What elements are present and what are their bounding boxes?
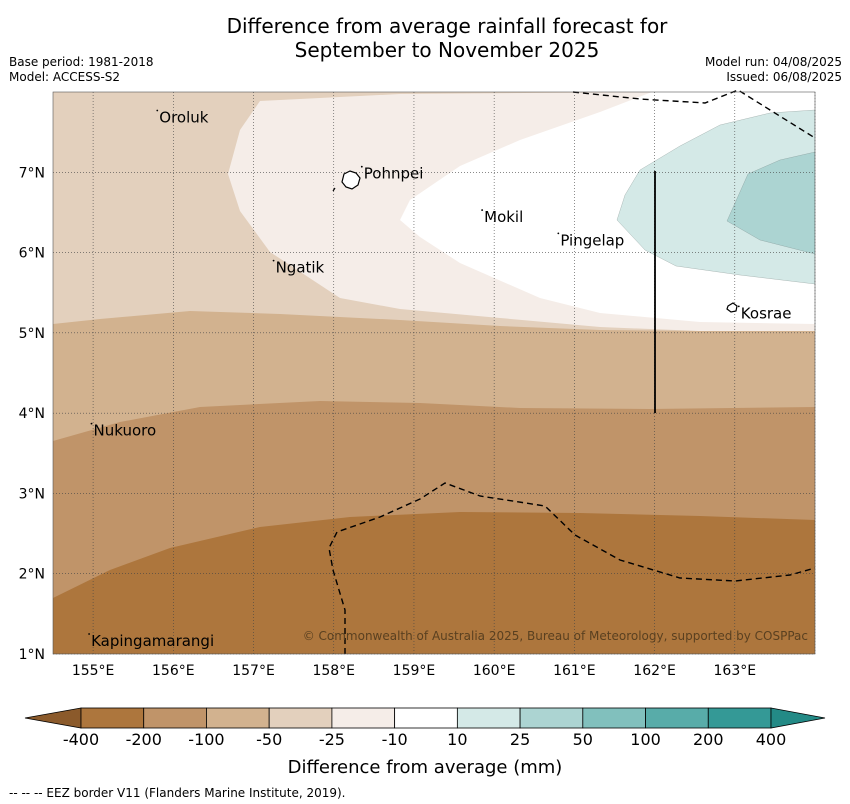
place-marker <box>481 209 484 211</box>
colorbar-cells <box>24 707 826 729</box>
colorbar-cell <box>206 707 270 729</box>
colorbar-cell <box>268 707 333 729</box>
run-issue-info: Model run: 04/08/2025 Issued: 06/08/2025 <box>705 55 842 85</box>
map-frame <box>52 91 816 655</box>
place-marker <box>272 259 275 262</box>
place-label: Kapingamarangi <box>91 632 214 650</box>
rainfall-anomaly-fill <box>53 92 815 654</box>
colorbar-cell <box>456 707 521 729</box>
model-run-text: Model run: 04/08/2025 <box>704 55 842 69</box>
issued-text: Issued: 06/08/2025 <box>726 70 842 84</box>
colorbar-tick-label: -10 <box>382 730 408 749</box>
latitude-tick-label: 3°N <box>19 486 45 502</box>
latitude-ticks: 1°N 2°N 3°N 4°N 5°N 6°N 7°N <box>19 165 45 663</box>
colorbar-title: Difference from average (mm) <box>288 757 563 778</box>
colorbar-tick-label: 10 <box>447 730 467 749</box>
place-label: Oroluk <box>159 109 208 127</box>
colorbar-cell <box>582 707 646 729</box>
latitude-tick-label: 7°N <box>19 165 45 181</box>
band-plus-25 <box>726 151 815 255</box>
place-label: Kosrae <box>741 304 792 322</box>
longitude-tick-label: 158°E <box>312 663 355 679</box>
latitude-tick-label: 6°N <box>19 246 45 262</box>
colorbar-tick-label: -400 <box>63 730 99 749</box>
place-labels: Oroluk Pohnpei Mokil Pingelap Ngatik Kosrae Nu… <box>88 109 791 650</box>
colorbar-cell <box>707 707 772 729</box>
colorbar-cell <box>80 707 145 729</box>
place-marker <box>156 109 159 112</box>
pohnpei-reef-mark <box>332 187 336 192</box>
eez-legend-note: -- -- -- EEZ border V11 (Flanders Marine… <box>9 786 346 800</box>
title-line-1: Difference from average rainfall forecas… <box>226 14 668 38</box>
base-model-info: Base period: 1981-2018 Model: ACCESS-S2 <box>9 55 154 85</box>
band-minus-200 <box>53 512 815 654</box>
longitude-tick-label: 159°E <box>393 663 436 679</box>
colorbar-extend-high <box>770 707 826 729</box>
longitude-tick-label: 161°E <box>553 663 596 679</box>
eez-border-south <box>328 482 816 654</box>
colorbar-tick-label: -200 <box>126 730 162 749</box>
rainfall-map: Oroluk Pohnpei Mokil Pingelap Ngatik Kosrae Nu… <box>19 89 816 679</box>
place-label: Mokil <box>484 208 523 226</box>
place-marker <box>90 422 93 425</box>
place-marker <box>360 165 363 168</box>
title-line-2: September to November 2025 <box>294 38 600 62</box>
model-text: Model: ACCESS-S2 <box>9 70 121 84</box>
islands <box>332 170 738 313</box>
copyright-text: © Commonwealth of Australia 2025, Bureau… <box>303 629 808 643</box>
place-marker <box>737 305 740 308</box>
colorbar-cell <box>394 707 458 729</box>
colorbar-tick-label: 400 <box>756 730 787 749</box>
map-title: Difference from average rainfall forecas… <box>0 14 850 62</box>
place-label: Ngatik <box>276 259 325 277</box>
colorbar-tick-label: -100 <box>188 730 224 749</box>
longitude-tick-label: 155°E <box>72 663 115 679</box>
colorbar-cell <box>519 707 584 729</box>
colorbar-cell <box>645 707 709 729</box>
pohnpei-island-outline <box>341 170 361 190</box>
colorbar: -400 -200 -100 -50 -25 -10 10 25 50 100 200 400 Dif… <box>24 707 826 778</box>
latitude-tick-label: 2°N <box>19 567 45 583</box>
colorbar-extend-low <box>24 707 82 729</box>
colorbar-tick-label: -50 <box>256 730 282 749</box>
place-label: Pohnpei <box>364 165 424 183</box>
longitude-tick-label: 156°E <box>152 663 195 679</box>
longitude-tick-label: 162°E <box>633 663 676 679</box>
place-label: Pingelap <box>560 231 624 249</box>
latitude-tick-label: 5°N <box>19 326 45 342</box>
place-marker <box>557 232 560 235</box>
place-label: Nukuoro <box>94 422 157 440</box>
latitude-tick-label: 1°N <box>19 647 45 663</box>
latitude-tick-label: 4°N <box>19 406 45 422</box>
colorbar-tick-label: 25 <box>510 730 530 749</box>
colorbar-tick-label: 50 <box>573 730 593 749</box>
colorbar-tick-label: -25 <box>319 730 345 749</box>
eez-borders <box>328 89 816 654</box>
longitude-ticks: 155°E 156°E 157°E 158°E 159°E 160°E 161°E 162°E… <box>72 663 756 679</box>
colorbar-labels: -400 -200 -100 -50 -25 -10 10 25 50 100 200 400 <box>63 730 786 749</box>
longitude-tick-label: 160°E <box>473 663 516 679</box>
colorbar-tick-label: 200 <box>693 730 724 749</box>
longitude-tick-label: 157°E <box>232 663 275 679</box>
colorbar-cell <box>143 707 207 729</box>
base-period-text: Base period: 1981-2018 <box>9 55 154 69</box>
place-marker <box>88 633 90 635</box>
colorbar-tick-label: 100 <box>630 730 661 749</box>
longitude-tick-label: 163°E <box>714 663 757 679</box>
eez-border-north <box>572 89 816 139</box>
colorbar-cell <box>331 707 396 729</box>
kosrae-island-outline <box>726 302 738 313</box>
